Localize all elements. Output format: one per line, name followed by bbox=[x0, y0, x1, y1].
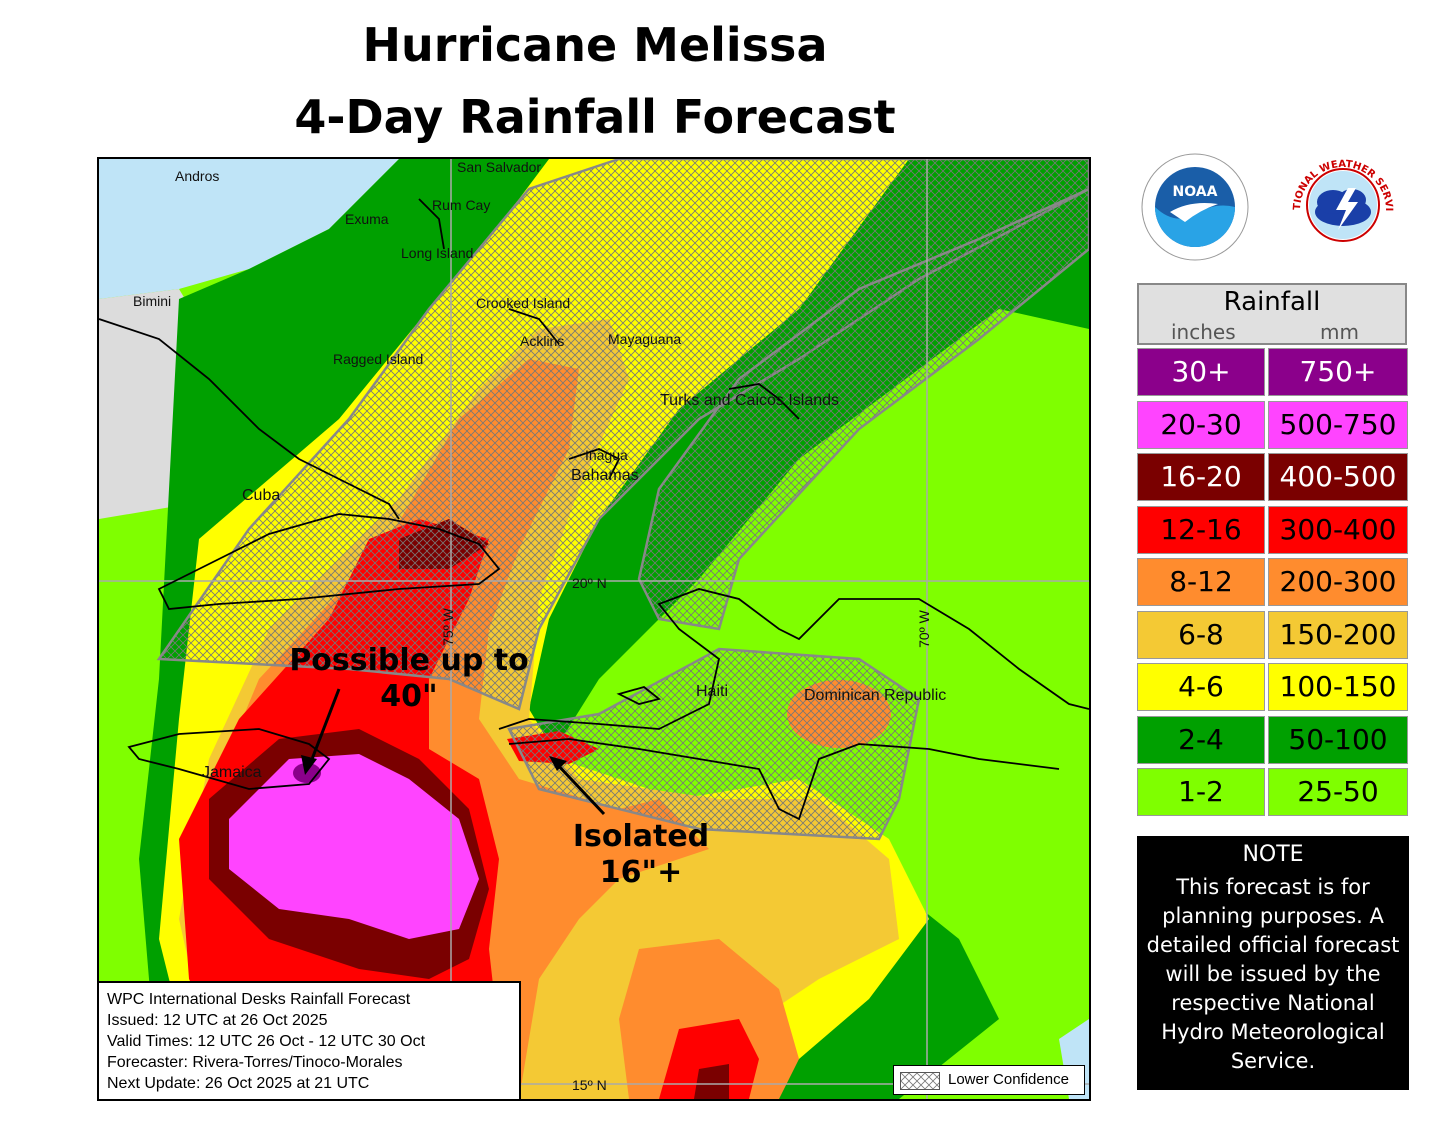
legend-mm-cell: 100-150 bbox=[1268, 663, 1408, 711]
legend-inches-cell: 2-4 bbox=[1137, 715, 1265, 764]
lower-confidence-key: Lower Confidence bbox=[893, 1065, 1085, 1095]
annotation-isolated-line1: Isolated bbox=[572, 819, 710, 854]
nws-logo: NATIONAL WEATHER SERVICE bbox=[1288, 150, 1396, 258]
legend-inches-cell: 4-6 bbox=[1137, 663, 1265, 711]
label-dominican-republic: Dominican Republic bbox=[804, 687, 947, 704]
label-long-island: Long Island bbox=[401, 245, 474, 261]
inagua-coastline bbox=[568, 448, 621, 480]
rainfall-legend: Rainfall inches mm 30+ 750+ 20-30 500-750 16… bbox=[1137, 283, 1409, 818]
label-andros: Andros bbox=[175, 168, 220, 184]
grid-label-15n: 15º N bbox=[572, 1077, 607, 1093]
label-bahamas: Bahamas bbox=[571, 467, 639, 484]
noaa-logo-text: NOAA bbox=[1173, 184, 1218, 200]
legend-mm-cell: 25-50 bbox=[1268, 768, 1408, 816]
jamaica-coastline bbox=[127, 728, 331, 790]
rainfall-map-graphic bbox=[99, 159, 1089, 1099]
annotation-possible-line1: Possible up to bbox=[289, 643, 529, 678]
label-acklins: Acklins bbox=[520, 333, 565, 349]
legend-row: 1-2 25-50 bbox=[1137, 765, 1409, 818]
legend-inches-cell: 6-8 bbox=[1137, 610, 1265, 659]
note-body: This forecast is for planning purposes. … bbox=[1146, 875, 1400, 1073]
label-turks-caicos: Turks and Caicos Islands bbox=[660, 392, 840, 409]
coastlines bbox=[99, 198, 1089, 821]
no-data-area bbox=[99, 159, 399, 299]
legend-inches-cell: 16-20 bbox=[1137, 453, 1265, 501]
legend-row: 4-6 100-150 bbox=[1137, 660, 1409, 713]
label-san-salvador: San Salvador bbox=[457, 159, 542, 175]
rainfall-map: San Salvador Andros Rum Cay Exuma Long I… bbox=[97, 157, 1091, 1101]
info-line-product: WPC International Desks Rainfall Forecas… bbox=[107, 991, 411, 1008]
legend-inches-cell: 1-2 bbox=[1137, 768, 1265, 816]
label-bimini: Bimini bbox=[133, 293, 172, 309]
rain-zone-16-20in-south bbox=[694, 1064, 729, 1099]
legend-row: 8-12 200-300 bbox=[1137, 555, 1409, 608]
legend-mm-cell: 400-500 bbox=[1268, 453, 1408, 501]
label-exuma: Exuma bbox=[345, 211, 389, 227]
rain-zone-20-30in bbox=[229, 754, 479, 939]
legend-mm-cell: 500-750 bbox=[1268, 400, 1408, 449]
legend-unit-inches: inches bbox=[1171, 320, 1236, 344]
cuba-north-coastline bbox=[99, 318, 400, 520]
label-jamaica: Jamaica bbox=[202, 764, 262, 781]
info-line-valid: Valid Times: 12 UTC 26 Oct - 12 UTC 30 O… bbox=[107, 1033, 426, 1050]
legend-inches-cell: 8-12 bbox=[1137, 558, 1265, 606]
label-cuba: Cuba bbox=[242, 487, 281, 504]
lower-confidence-swatch bbox=[900, 1072, 940, 1090]
annotation-isolated-line2: 16"+ bbox=[599, 855, 683, 890]
hispaniola-north-coastline bbox=[498, 588, 1089, 730]
info-line-next-update: Next Update: 26 Oct 2025 at 21 UTC bbox=[107, 1075, 370, 1092]
lower-confidence-area-hispaniola bbox=[507, 647, 921, 841]
label-haiti: Haiti bbox=[696, 683, 729, 700]
legend-row: 2-4 50-100 bbox=[1137, 713, 1409, 766]
legend-mm-cell: 50-100 bbox=[1268, 715, 1408, 764]
forecast-info-box: WPC International Desks Rainfall Forecas… bbox=[99, 981, 521, 1099]
agency-logos: NOAA NATIONAL WEATHER SERVICE bbox=[1140, 150, 1410, 265]
info-line-forecaster: Forecaster: Rivera-Torres/Tinoco-Morales bbox=[107, 1054, 403, 1071]
legend-row: 20-30 500-750 bbox=[1137, 398, 1409, 451]
label-inagua: Inagua bbox=[585, 447, 628, 463]
annotation-possible-40in: Possible up to 40" bbox=[289, 643, 529, 715]
label-rum-cay: Rum Cay bbox=[432, 197, 491, 213]
lower-confidence-label: Lower Confidence bbox=[948, 1071, 1069, 1088]
legend-rows: 30+ 750+ 20-30 500-750 16-20 400-500 12-16 300-… bbox=[1137, 345, 1409, 818]
legend-inches-cell: 30+ bbox=[1137, 348, 1265, 396]
legend-inches-cell: 20-30 bbox=[1137, 400, 1265, 449]
legend-title: Rainfall bbox=[1223, 287, 1321, 317]
legend-unit-mm: mm bbox=[1320, 320, 1359, 344]
gonave-island bbox=[616, 686, 661, 705]
grid-label-75w: 75º W bbox=[439, 608, 456, 646]
legend-mm-cell: 750+ bbox=[1268, 348, 1408, 396]
long-island-coastline bbox=[418, 198, 445, 250]
info-line-issued: Issued: 12 UTC at 26 Oct 2025 bbox=[107, 1012, 328, 1029]
legend-header: Rainfall inches mm bbox=[1137, 283, 1407, 345]
map-title-line1: Hurricane Melissa bbox=[362, 18, 828, 72]
turks-caicos-coastline bbox=[728, 383, 800, 420]
label-crooked-island: Crooked Island bbox=[476, 295, 571, 311]
legend-inches-cell: 12-16 bbox=[1137, 505, 1265, 554]
grid-label-20n: 20º N bbox=[572, 575, 607, 591]
legend-row: 12-16 300-400 bbox=[1137, 503, 1409, 556]
grid-label-70w: 70º W bbox=[915, 610, 932, 648]
legend-mm-cell: 300-400 bbox=[1268, 505, 1408, 554]
map-title-line2: 4-Day Rainfall Forecast bbox=[294, 90, 896, 144]
legend-row: 30+ 750+ bbox=[1137, 345, 1409, 398]
hispaniola-south-coastline bbox=[508, 738, 1060, 821]
lower-confidence-area-east bbox=[637, 187, 1089, 631]
noaa-logo: NOAA bbox=[1141, 153, 1249, 261]
cuba-coastline bbox=[157, 513, 501, 610]
rain-zone-12-16in-south bbox=[659, 1019, 759, 1099]
legend-mm-cell: 150-200 bbox=[1268, 610, 1408, 659]
note-heading: NOTE bbox=[1242, 842, 1304, 867]
legend-row: 16-20 400-500 bbox=[1137, 450, 1409, 503]
note-box: NOTE This forecast is for planning purpo… bbox=[1137, 836, 1409, 1090]
legend-mm-cell: 200-300 bbox=[1268, 558, 1408, 606]
label-ragged-island: Ragged Island bbox=[333, 351, 424, 367]
legend-row: 6-8 150-200 bbox=[1137, 608, 1409, 661]
acklins-coastline bbox=[508, 308, 560, 345]
label-mayaguana: Mayaguana bbox=[608, 331, 682, 347]
annotation-possible-line2: 40" bbox=[380, 679, 438, 714]
annotation-isolated-16in: Isolated 16"+ bbox=[561, 819, 721, 891]
